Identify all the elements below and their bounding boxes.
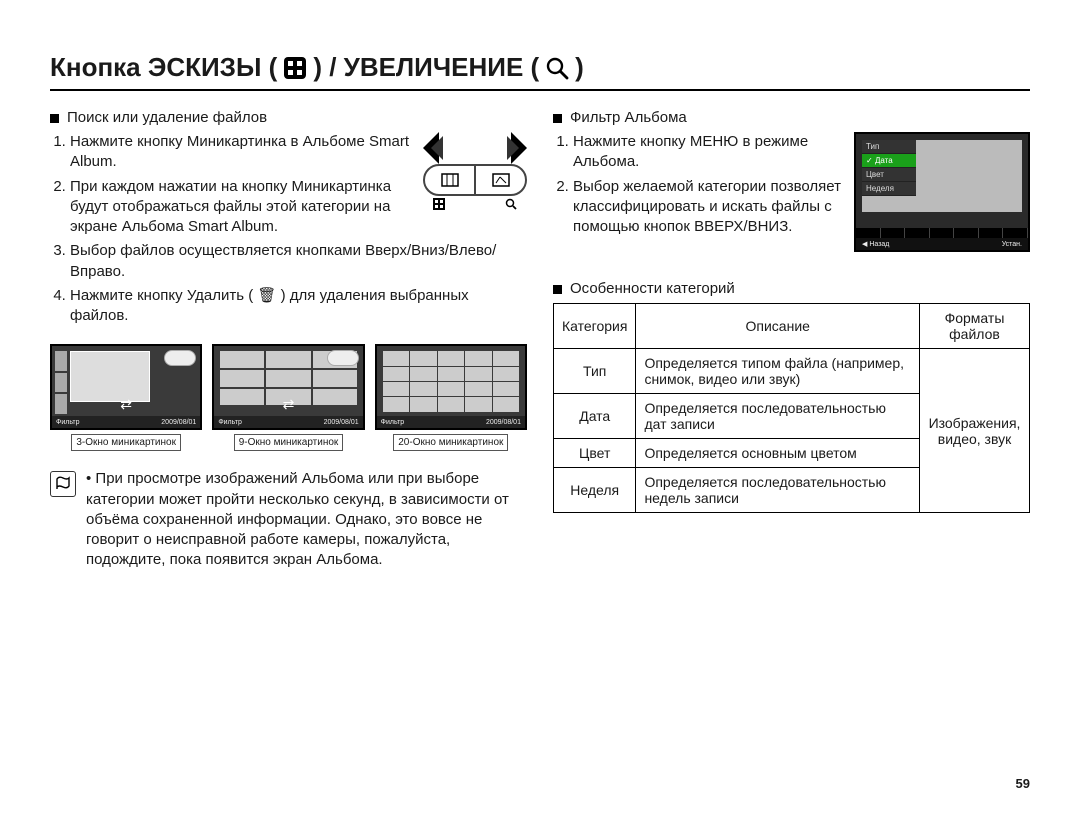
thumbnail-previews: ⇄ Фильтр2009/08/01 3-Окно миникартинок ⇄… (50, 344, 527, 451)
cat-color: Цвет (554, 439, 636, 468)
magnify-small-icon (505, 198, 517, 213)
note-icon (50, 471, 76, 497)
bullet-icon (50, 114, 59, 123)
thumb-caption-3: 3-Окно миникартинок (71, 434, 181, 451)
thumb-9-window: ⇄ Фильтр2009/08/01 (212, 344, 364, 430)
zoom-bar-right (476, 166, 525, 194)
categories-section-header: Особенности категорий (553, 280, 1030, 297)
filter-section-title: Фильтр Альбома (570, 109, 687, 126)
bullet-icon (553, 285, 562, 294)
footer-back: Назад (869, 241, 889, 248)
footer-set: Устан. (1002, 241, 1022, 248)
page-title: Кнопка ЭСКИЗЫ ( ) / УВЕЛИЧЕНИЕ ( ) (50, 52, 1030, 91)
th-formats: Форматы файлов (920, 304, 1030, 349)
thumb3-bar-right: 2009/08/01 (486, 419, 521, 426)
left-section-title: Поиск или удаление файлов (67, 109, 267, 126)
grid-small-icon (433, 198, 445, 213)
cat-date: Дата (554, 394, 636, 439)
th-description: Описание (636, 304, 920, 349)
thumb-20-window: Фильтр 2009/08/01 (375, 344, 527, 430)
cat-week: Неделя (554, 468, 636, 513)
formats-cell: Изображения, видео, звук (920, 349, 1030, 513)
thumb-caption-9: 9-Окно миникартинок (234, 434, 344, 451)
thumbnails-icon (283, 56, 307, 80)
title-part1: Кнопка ЭСКИЗЫ ( (50, 52, 277, 83)
thumb-3-window: ⇄ Фильтр2009/08/01 (50, 344, 202, 430)
arrow-left-icon (423, 132, 443, 164)
thumb3-bar-left: Фильтр (381, 419, 405, 426)
note-box: • При просмотре изображений Альбома или … (50, 469, 527, 570)
filter-section-header: Фильтр Альбома (553, 109, 1030, 126)
menu-item-week: Неделя (862, 182, 916, 196)
thumb1-bar-right: 2009/08/01 (161, 419, 196, 426)
menu-item-type: Тип (862, 140, 916, 154)
desc-color: Определяется основным цветом (636, 439, 920, 468)
arrow-right-icon (507, 132, 527, 164)
zoom-bar (423, 164, 527, 196)
table-row: Тип Определяется типом файла (например, … (554, 349, 1030, 394)
filter-menu: Тип ✓ Дата Цвет Неделя (862, 140, 916, 196)
desc-date: Определяется последовательностью дат зап… (636, 394, 920, 439)
title-part2: ) / УВЕЛИЧЕНИЕ ( (313, 52, 539, 83)
categories-table: Категория Описание Форматы файлов Тип Оп… (553, 303, 1030, 513)
thumb2-bar-right: 2009/08/01 (324, 419, 359, 426)
left-step-4: Нажмите кнопку Удалить ( 🗑 ) для удалени… (70, 286, 527, 327)
desc-type: Определяется типом файла (например, сним… (636, 349, 920, 394)
thumb-caption-20: 20-Окно миникартинок (393, 434, 508, 451)
left-step-3: Выбор файлов осуществляется кнопками Вве… (70, 241, 527, 282)
categories-section-title: Особенности категорий (570, 280, 735, 297)
magnify-icon (545, 56, 569, 80)
filter-screenshot: Тип ✓ Дата Цвет Неделя ◀ Назад Устан. (854, 132, 1030, 252)
thumb1-bar-left: Фильтр (56, 419, 80, 426)
left-section-header: Поиск или удаление файлов (50, 109, 527, 126)
menu-item-date: ✓ Дата (862, 154, 916, 168)
zoom-bar-left (425, 166, 476, 194)
table-header-row: Категория Описание Форматы файлов (554, 304, 1030, 349)
th-category: Категория (554, 304, 636, 349)
menu-item-color: Цвет (862, 168, 916, 182)
bullet-icon (553, 114, 562, 123)
note-text: При просмотре изображений Альбома или пр… (86, 470, 509, 568)
thumb2-bar-left: Фильтр (218, 419, 242, 426)
desc-week: Определяется последовательностью недель … (636, 468, 920, 513)
page-number: 59 (1016, 776, 1030, 791)
zoom-widget (423, 132, 527, 213)
title-part3: ) (575, 52, 584, 83)
cat-type: Тип (554, 349, 636, 394)
